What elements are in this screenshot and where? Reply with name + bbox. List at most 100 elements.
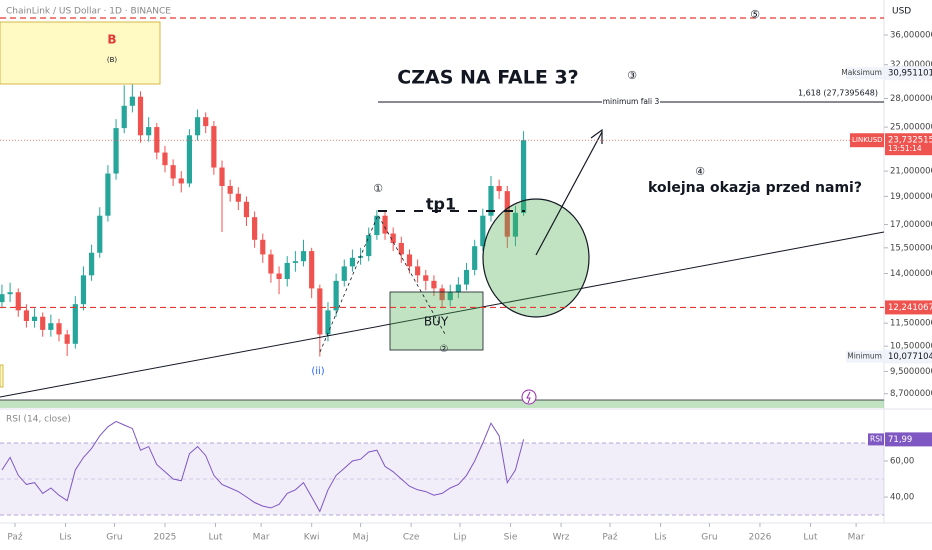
minimum-label: 10,0771040 bbox=[888, 352, 932, 362]
currency: USD bbox=[892, 7, 911, 17]
wave3-label: ③ bbox=[627, 69, 637, 82]
x-tick-label: Gru bbox=[106, 533, 122, 543]
candle-body bbox=[284, 262, 290, 279]
arrow-head bbox=[590, 128, 603, 144]
rsi-line bbox=[1, 420, 525, 513]
question: kolejna okazja przed nami? bbox=[648, 180, 862, 196]
candle-body bbox=[89, 252, 95, 276]
y-tick-label: 19,0000000 bbox=[890, 192, 932, 202]
candle-body bbox=[211, 126, 217, 168]
x-tick-label: Lip bbox=[453, 533, 467, 543]
candle-body bbox=[72, 304, 78, 344]
x-tick-label: Lis bbox=[654, 533, 667, 543]
candle-body bbox=[129, 96, 135, 106]
candle-body bbox=[374, 215, 380, 236]
y-tick-label: 36,0000000 bbox=[890, 30, 932, 40]
headline: CZAS NA FALE 3? bbox=[397, 67, 578, 89]
minimum-label-box bbox=[885, 349, 932, 364]
x-tick-label: Lut bbox=[208, 533, 223, 543]
x-tick-label: Mar bbox=[848, 533, 865, 543]
candle-body bbox=[398, 242, 404, 255]
rsi-title: RSI (14, close) bbox=[6, 415, 71, 425]
maximum-name-box bbox=[846, 67, 884, 80]
bottom-zone bbox=[0, 400, 884, 408]
x-tick-label: Maj bbox=[353, 533, 369, 543]
wave2-label: ② bbox=[440, 344, 449, 355]
symbol-box bbox=[850, 133, 884, 148]
candle-body bbox=[333, 280, 339, 311]
candle-body bbox=[431, 280, 437, 289]
candle-body bbox=[113, 128, 119, 174]
y-tick-label: 32,0000000 bbox=[890, 60, 932, 70]
fib-value: 1,618 (27,7395648) bbox=[798, 89, 878, 98]
wave1-label: ① bbox=[373, 182, 383, 195]
candle-body bbox=[186, 135, 193, 184]
small-box bbox=[0, 364, 4, 388]
candle-body bbox=[178, 178, 184, 184]
wave-path bbox=[319, 214, 446, 353]
buy-box bbox=[389, 291, 484, 351]
rsi-value: 71,99 bbox=[888, 435, 912, 445]
candle-body bbox=[488, 185, 494, 216]
candle-body bbox=[137, 96, 144, 136]
minimum-name: Minimum bbox=[847, 352, 882, 361]
candle-body bbox=[7, 292, 13, 295]
x-tick-label: 2026 bbox=[748, 533, 771, 543]
y-tick-label: 15,5000000 bbox=[890, 243, 932, 253]
event-icon[interactable] bbox=[521, 389, 537, 405]
x-tick-label: Paź bbox=[602, 533, 618, 543]
candle-body bbox=[146, 127, 152, 136]
countdown: 13:51:14 bbox=[888, 144, 922, 153]
candle-body bbox=[243, 201, 250, 218]
candle-body bbox=[194, 117, 201, 136]
candle-body bbox=[260, 239, 266, 255]
y-tick-label: 14,0000000 bbox=[890, 269, 932, 279]
candle-body bbox=[105, 173, 111, 216]
candle-body bbox=[317, 288, 323, 335]
candle-body bbox=[390, 233, 396, 243]
level-label: 12,2410673 bbox=[888, 303, 932, 313]
x-tick-label: Gru bbox=[701, 533, 717, 543]
candle-body bbox=[15, 292, 21, 311]
candle-body bbox=[463, 269, 470, 285]
rsi-value-box bbox=[885, 432, 932, 447]
candle-body bbox=[309, 251, 315, 289]
candle-body bbox=[162, 152, 168, 166]
minimum-name-box bbox=[846, 350, 884, 363]
candle-body bbox=[406, 254, 413, 267]
candle-body bbox=[268, 254, 274, 274]
candle-body bbox=[276, 273, 282, 279]
event-bolt bbox=[526, 391, 531, 404]
candle-body bbox=[472, 246, 478, 270]
y-tick-label: 25,0000000 bbox=[890, 123, 932, 133]
x-tick-label: Cze bbox=[403, 533, 420, 543]
rsi-name: RSI bbox=[870, 434, 882, 443]
candle-body bbox=[48, 323, 54, 330]
wave-ii-label: (ii) bbox=[311, 366, 324, 377]
y-tick-label: 28,0000000 bbox=[890, 94, 932, 104]
candle-body bbox=[170, 165, 176, 179]
candle-body bbox=[80, 275, 87, 305]
buy-label: BUY bbox=[424, 315, 449, 329]
candle-body bbox=[423, 275, 429, 281]
candle-body bbox=[504, 191, 510, 237]
candle-body bbox=[382, 215, 388, 234]
x-tick-label: Paź bbox=[7, 533, 23, 543]
candle-body bbox=[480, 215, 486, 247]
candles bbox=[0, 73, 527, 357]
candle-body bbox=[64, 334, 70, 344]
y-tick-label: 40,00 bbox=[890, 493, 914, 503]
y-tick-label: 21,0000000 bbox=[890, 167, 932, 177]
x-tick-label: Kwi bbox=[304, 533, 320, 543]
candle-body bbox=[520, 140, 527, 213]
candle-body bbox=[56, 323, 62, 335]
candle-body bbox=[349, 257, 356, 267]
x-tick-label: Wrz bbox=[553, 533, 570, 543]
wave-b-label: B bbox=[107, 33, 116, 47]
x-tick-label: 2025 bbox=[154, 533, 177, 543]
wave5-label: ⑤ bbox=[750, 8, 760, 21]
candle-body bbox=[439, 288, 445, 301]
candle-body bbox=[235, 193, 241, 202]
candle-body bbox=[227, 185, 233, 194]
arrow-line bbox=[535, 131, 603, 256]
